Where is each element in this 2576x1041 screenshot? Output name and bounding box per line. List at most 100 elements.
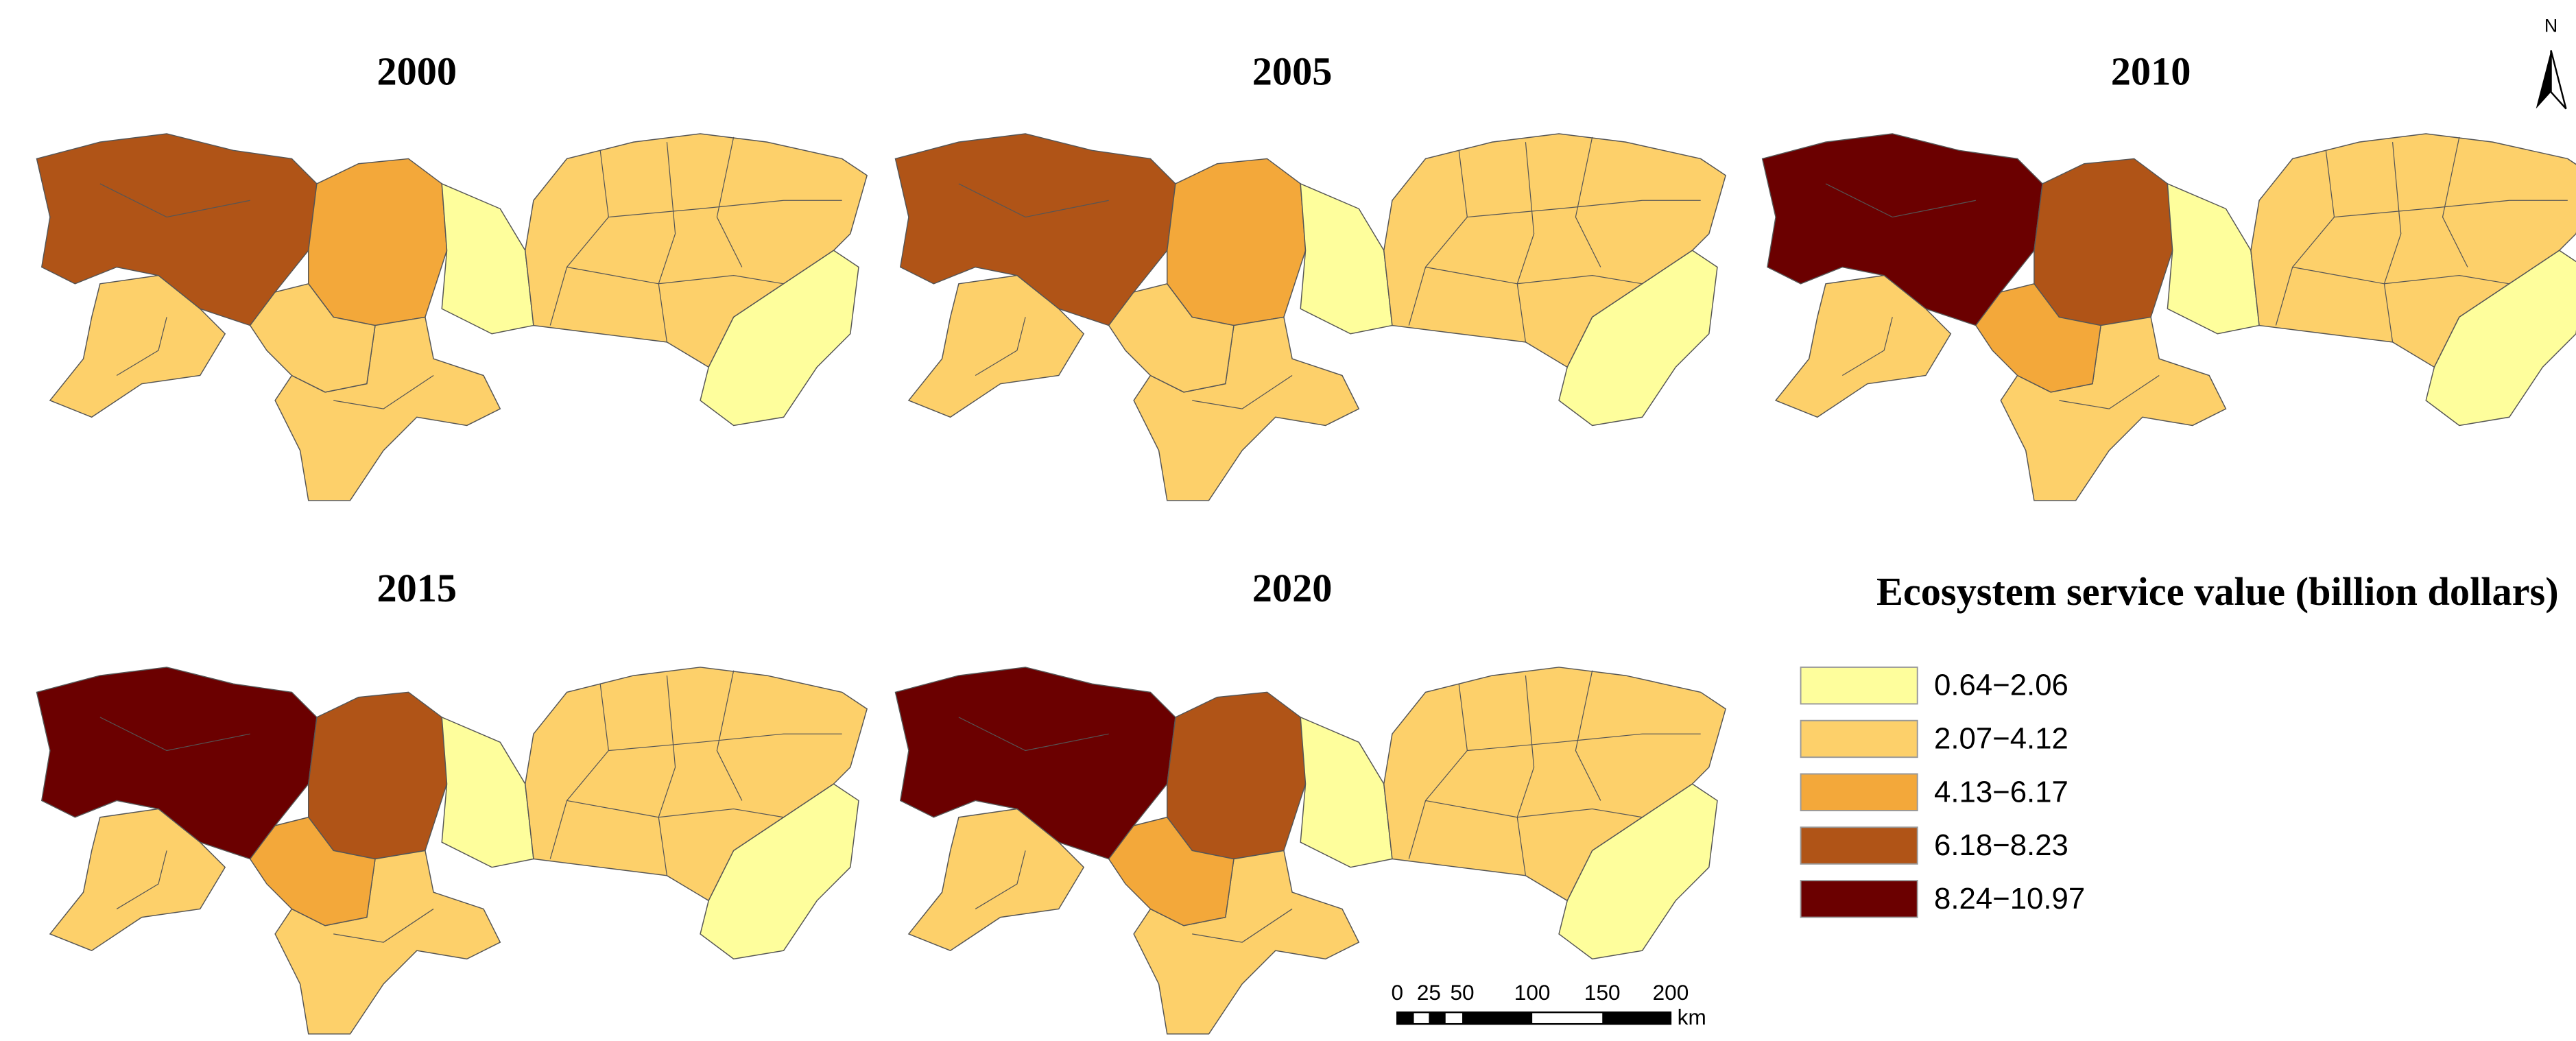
map-panel: [1761, 133, 2576, 501]
boundary: [1408, 150, 1468, 326]
region: [1774, 274, 1952, 418]
boundary: [1467, 733, 1701, 752]
panel-title: 2005: [1252, 49, 1333, 93]
region: [308, 691, 448, 860]
boundary: [1192, 908, 1293, 943]
boundary: [1192, 374, 1293, 409]
north-label: N: [2544, 15, 2557, 36]
boundary: [2383, 142, 2402, 342]
boundary: [116, 317, 167, 376]
legend-label: 8.24−10.97: [1934, 882, 2085, 916]
boundary: [1575, 670, 1601, 801]
boundary: [658, 675, 676, 876]
region: [907, 808, 1085, 952]
legend-swatch: [1800, 880, 1918, 918]
boundary: [567, 266, 784, 285]
panel-title: 2015: [377, 566, 457, 610]
legend-swatch: [1800, 719, 1918, 758]
scale-label: 200: [1653, 980, 1689, 1005]
map-panel: [894, 133, 1727, 501]
boundary: [2442, 136, 2468, 267]
region: [1167, 691, 1307, 860]
scale-bar-segment: [1462, 1012, 1533, 1025]
panel-title: 2020: [1252, 566, 1333, 610]
boundary: [2292, 266, 2509, 285]
legend-label: 6.18−8.23: [1934, 828, 2068, 862]
region: [2034, 158, 2173, 326]
scale-label: 100: [1514, 980, 1551, 1005]
boundary: [116, 850, 167, 909]
north-arrow-right: [2550, 50, 2567, 110]
boundary: [1825, 183, 1976, 218]
boundary: [2059, 374, 2160, 409]
region: [1108, 283, 1235, 393]
boundary: [958, 183, 1109, 218]
region: [2425, 250, 2576, 427]
map-panel: [36, 133, 868, 501]
boundary: [99, 717, 250, 752]
boundary: [549, 150, 609, 326]
legend-swatch: [1800, 826, 1918, 865]
boundary: [1516, 142, 1535, 342]
region: [2167, 182, 2260, 335]
legend-title: Ecosystem service value (billion dollars…: [1876, 569, 2559, 614]
legend-swatch: [1800, 666, 1918, 705]
region: [249, 283, 376, 393]
region: [1975, 283, 2101, 393]
boundary: [333, 374, 434, 409]
region: [1558, 250, 1718, 427]
boundary: [716, 670, 743, 801]
region: [1300, 716, 1393, 868]
legend-label: 0.64−2.06: [1934, 669, 2068, 702]
panel-title: 2000: [377, 49, 457, 93]
boundary: [1425, 800, 1643, 818]
boundary: [567, 800, 784, 818]
scale-bar-segment: [1602, 1012, 1671, 1025]
boundary: [99, 183, 250, 218]
region: [1108, 816, 1235, 926]
region: [441, 716, 534, 868]
scale-bar-segment: [1397, 1012, 1414, 1025]
boundary: [333, 908, 434, 943]
region: [1300, 182, 1393, 335]
legend-label: 2.07−4.12: [1934, 721, 2068, 755]
boundary: [608, 733, 842, 752]
scale-label: 25: [1417, 980, 1441, 1005]
region: [1558, 783, 1718, 960]
north-arrow: N: [2536, 15, 2567, 110]
scale-bar-segment: [1429, 1012, 1446, 1025]
legend-swatch: [1800, 773, 1918, 811]
boundary: [1516, 675, 1535, 876]
boundary: [549, 684, 609, 859]
boundary: [1408, 684, 1468, 859]
boundary: [1467, 200, 1701, 218]
region: [907, 274, 1085, 418]
region: [1167, 158, 1307, 326]
scale-label: 0: [1391, 980, 1403, 1005]
map-panel: [894, 667, 1727, 1035]
legend-label: 4.13−6.17: [1934, 775, 2068, 809]
region: [700, 250, 859, 427]
region: [308, 158, 448, 326]
boundary: [975, 850, 1026, 909]
north-arrow-left: [2536, 50, 2551, 109]
boundary: [1425, 266, 1643, 285]
boundary: [1842, 317, 1893, 376]
boundary: [975, 317, 1026, 376]
boundary: [2334, 200, 2568, 218]
region: [249, 816, 376, 926]
map-panel: [36, 667, 868, 1035]
region: [49, 808, 226, 952]
region: [441, 182, 534, 335]
boundary: [2275, 150, 2335, 326]
region: [49, 274, 226, 418]
scale-label: 50: [1450, 980, 1474, 1005]
boundary: [958, 717, 1109, 752]
scale-label: 150: [1584, 980, 1621, 1005]
boundary: [658, 142, 676, 342]
scale-unit: km: [1678, 1005, 1706, 1029]
region: [700, 783, 859, 960]
